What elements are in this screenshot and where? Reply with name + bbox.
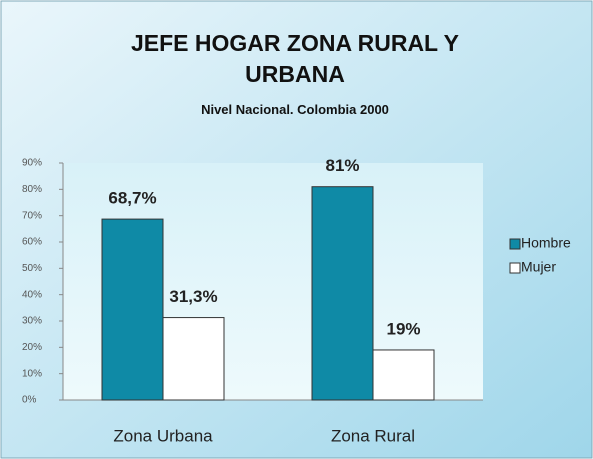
- y-tick-label: 10%: [22, 368, 42, 379]
- y-tick-label: 20%: [22, 342, 42, 353]
- legend-label: Hombre: [521, 235, 571, 251]
- y-tick-label: 60%: [22, 237, 42, 248]
- value-label: 31,3%: [169, 287, 217, 306]
- bar: [101, 218, 164, 401]
- y-tick-label: 70%: [22, 210, 42, 221]
- legend-swatch: [509, 262, 521, 274]
- x-tick-label: Zona Urbana: [113, 426, 213, 445]
- bar: [372, 349, 435, 401]
- legend-label: Mujer: [521, 259, 556, 275]
- value-label: 81%: [325, 156, 359, 175]
- y-tick-label: 30%: [22, 316, 42, 327]
- y-tick-label: 0%: [22, 395, 37, 406]
- chart-subtitle: Nivel Nacional. Colombia 2000: [201, 102, 389, 117]
- bar: [311, 186, 374, 401]
- chart-title: JEFE HOGAR ZONA RURAL Y URBANA: [131, 30, 459, 87]
- legend-swatch: [509, 238, 521, 250]
- bar: [162, 317, 225, 401]
- value-label: 19%: [386, 319, 420, 338]
- value-label: 68,7%: [108, 189, 156, 208]
- x-tick-label: Zona Rural: [331, 426, 415, 445]
- y-tick-label: 50%: [22, 263, 42, 274]
- y-tick-label: 80%: [22, 184, 42, 195]
- y-tick-label: 40%: [22, 289, 42, 300]
- y-tick-label: 90%: [22, 158, 42, 169]
